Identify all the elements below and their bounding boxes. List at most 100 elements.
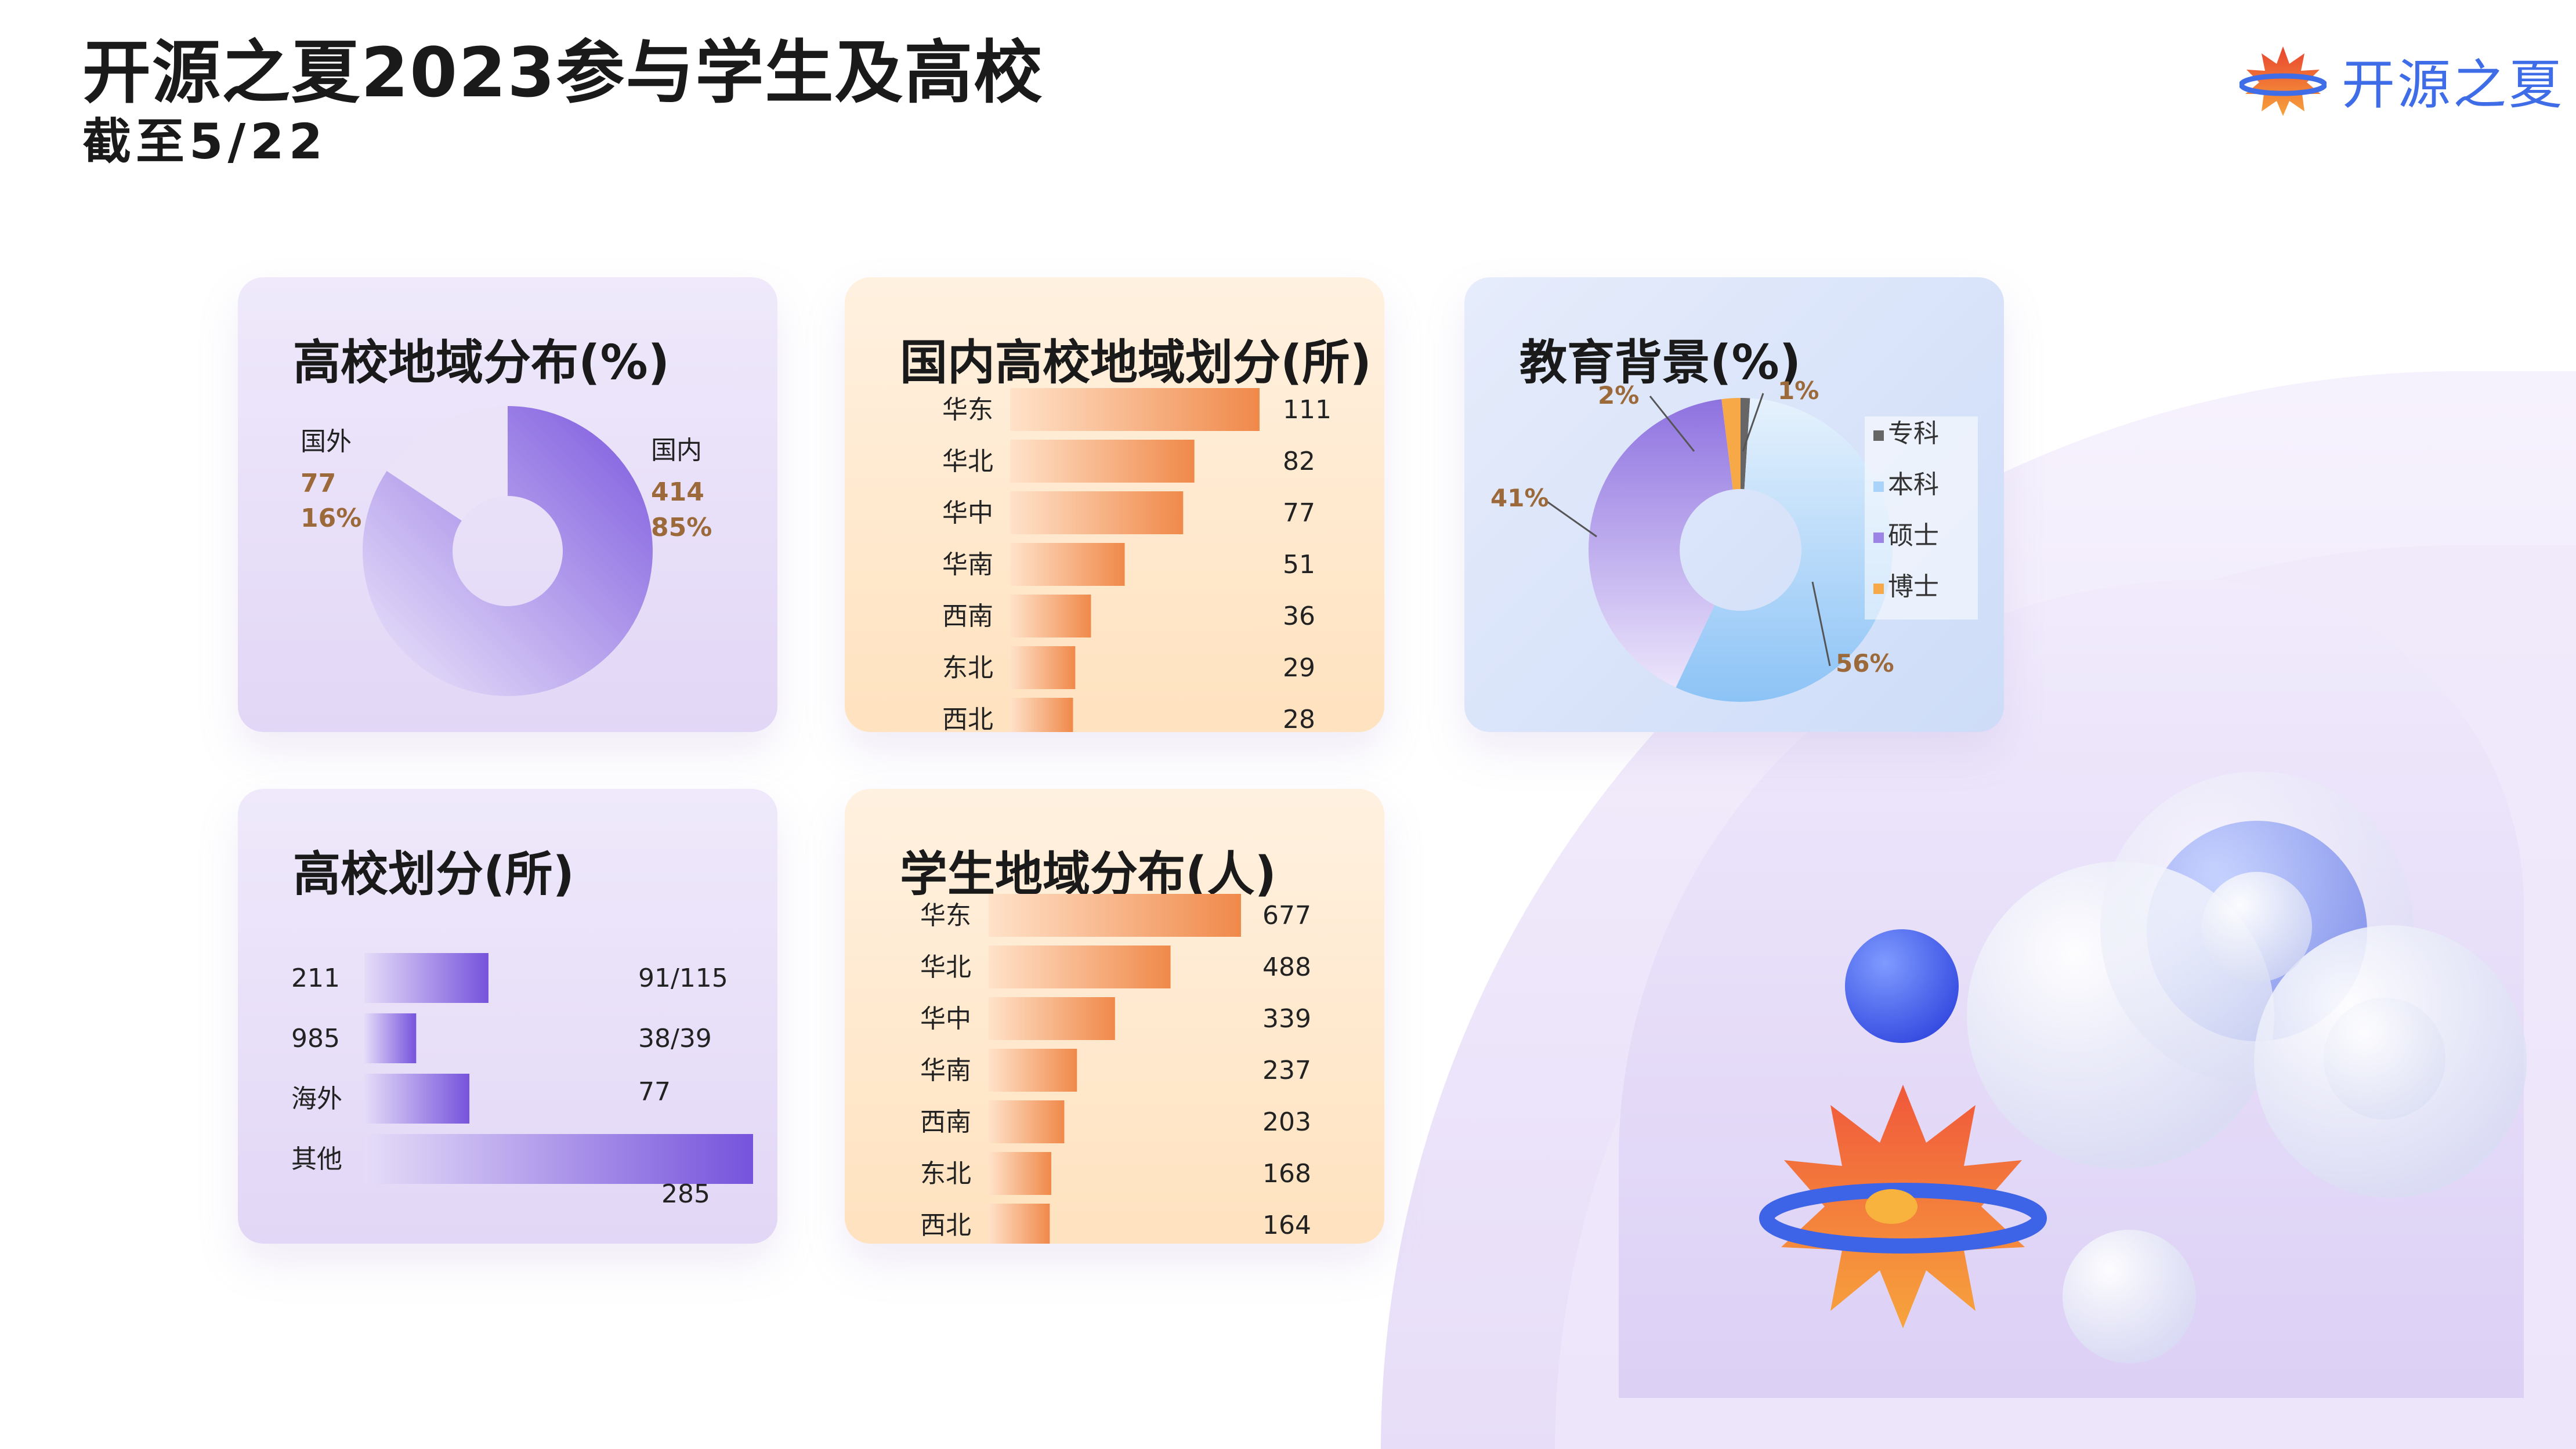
- leader-line: [1811, 581, 1831, 666]
- category-label: 西南: [920, 1107, 971, 1137]
- legend-label: 专科: [1888, 419, 1939, 448]
- value-label: 36: [1283, 602, 1315, 631]
- bar: [364, 1134, 753, 1184]
- card-title: 学生地域分布(人): [900, 847, 1276, 902]
- legend-marker: [1873, 584, 1884, 594]
- category-label: 华中: [942, 498, 993, 528]
- value-label: 77: [301, 469, 336, 498]
- percent-label: 85%: [651, 513, 712, 542]
- region-distribution-card: 高校地域分布(%) 国内 414 85% 国外 77 16%: [238, 277, 777, 732]
- bar: [989, 997, 1115, 1040]
- pie-slice-overseas: [386, 406, 508, 521]
- value-label: 38/39: [638, 1024, 712, 1053]
- value-label: 285: [661, 1179, 710, 1209]
- value-label: 82: [1283, 447, 1315, 476]
- percent-label: 16%: [301, 503, 361, 533]
- value-label: 168: [1262, 1159, 1311, 1189]
- value-label: 339: [1262, 1004, 1311, 1034]
- pie-slice-2: [1589, 399, 1733, 688]
- leader-line: [1742, 393, 1764, 452]
- student-region-card: 学生地域分布(人) 华东 677 华北 488 华中 339 华南 237 西南 203 东北 168…: [845, 789, 1384, 1244]
- bar: [989, 1152, 1051, 1195]
- education-background-card: 教育背景(%) 1% 56% 41% 2% 专科 本科 硕士 博士: [1464, 277, 2004, 732]
- bar: [364, 1013, 417, 1063]
- category-label: 国内: [651, 436, 702, 465]
- bar: [989, 946, 1171, 988]
- percent-label: 2%: [1598, 381, 1639, 410]
- category-label: 华中: [920, 1004, 971, 1034]
- category-label: 西南: [942, 602, 993, 631]
- value-label: 51: [1283, 550, 1315, 579]
- card-title: 国内高校地域划分(所): [900, 335, 1372, 390]
- category-label: 海外: [291, 1084, 342, 1114]
- category-label: 其他: [291, 1144, 342, 1174]
- bar: [989, 1100, 1065, 1143]
- percent-label: 1%: [1778, 376, 1819, 405]
- pie-slice-3: [1721, 398, 1741, 490]
- category-label: 985: [291, 1024, 340, 1053]
- value-label: 28: [1283, 705, 1315, 732]
- bar: [1010, 388, 1260, 431]
- bar: [989, 1049, 1077, 1092]
- category-label: 东北: [920, 1159, 971, 1189]
- value-label: 29: [1283, 653, 1315, 683]
- legend-marker: [1873, 532, 1884, 543]
- category-label: 华东: [942, 395, 993, 425]
- category-label: 东北: [942, 653, 993, 683]
- bar: [1010, 698, 1073, 732]
- school-type-card: 高校划分(所) 211 91/115 985 38/39 海外 77 其他 285: [238, 789, 777, 1244]
- category-label: 华东: [920, 901, 971, 930]
- category-label: 西北: [920, 1211, 971, 1240]
- value-label: 488: [1262, 952, 1311, 982]
- legend-label: 硕士: [1888, 521, 1939, 550]
- percent-label: 41%: [1490, 484, 1549, 512]
- category-label: 西北: [942, 705, 993, 732]
- bar: [989, 1204, 1050, 1244]
- bar: [1010, 595, 1091, 637]
- leader-line: [1545, 499, 1597, 538]
- category-label: 211: [291, 963, 340, 993]
- legend-marker: [1873, 430, 1884, 441]
- card-title: 高校地域分布(%): [293, 335, 670, 390]
- legend-label: 本科: [1888, 470, 1939, 499]
- value-label: 203: [1262, 1107, 1311, 1137]
- school-type-bar-chart: 211 91/115 985 38/39 海外 77 其他 285: [291, 953, 753, 1209]
- bar: [364, 953, 489, 1003]
- bar: [1010, 440, 1195, 483]
- domestic-schools-card: 国内高校地域划分(所) 华东 111 华北 82 华中 77 华南 51 西南 36 东北 29 西北 2…: [845, 277, 1384, 732]
- pie-slice-1: [1676, 398, 1893, 702]
- value-label: 111: [1283, 395, 1332, 425]
- value-label: 237: [1262, 1056, 1311, 1085]
- region-pie-chart: 国内 414 85% 国外 77 16%: [301, 406, 712, 696]
- category-label: 华南: [942, 550, 993, 579]
- value-label: 77: [638, 1077, 671, 1107]
- bar: [1010, 646, 1076, 689]
- legend-marker: [1873, 481, 1884, 492]
- value-label: 77: [1283, 498, 1315, 528]
- logo: 开源之夏: [2239, 42, 2564, 119]
- student-region-bar-chart: 华东 677 华北 488 华中 339 华南 237 西南 203 东北 168 西北 164: [920, 894, 1311, 1244]
- leader-line: [1649, 396, 1695, 452]
- bar: [1010, 491, 1184, 534]
- logo-text: 开源之夏: [2342, 54, 2565, 116]
- card-title: 教育背景(%): [1519, 335, 1801, 390]
- value-label: 677: [1262, 901, 1311, 930]
- category-label: 华北: [920, 952, 971, 982]
- card-title: 高校划分(所): [293, 847, 574, 902]
- category-label: 国外: [301, 427, 352, 457]
- category-label: 华北: [942, 447, 993, 476]
- page-subtitle: 截至5/22: [82, 113, 328, 170]
- percent-label: 56%: [1836, 649, 1894, 678]
- page-title: 开源之夏2023参与学生及高校: [82, 32, 1044, 113]
- value-label: 91/115: [638, 963, 728, 993]
- value-label: 164: [1262, 1211, 1311, 1240]
- bar: [1010, 543, 1125, 586]
- category-label: 华南: [920, 1056, 971, 1085]
- bar: [364, 1074, 470, 1124]
- logo-flower-icon: [2239, 46, 2327, 116]
- bar: [989, 894, 1241, 937]
- pie-slice-domestic: [362, 406, 653, 696]
- value-label: 414: [651, 477, 704, 507]
